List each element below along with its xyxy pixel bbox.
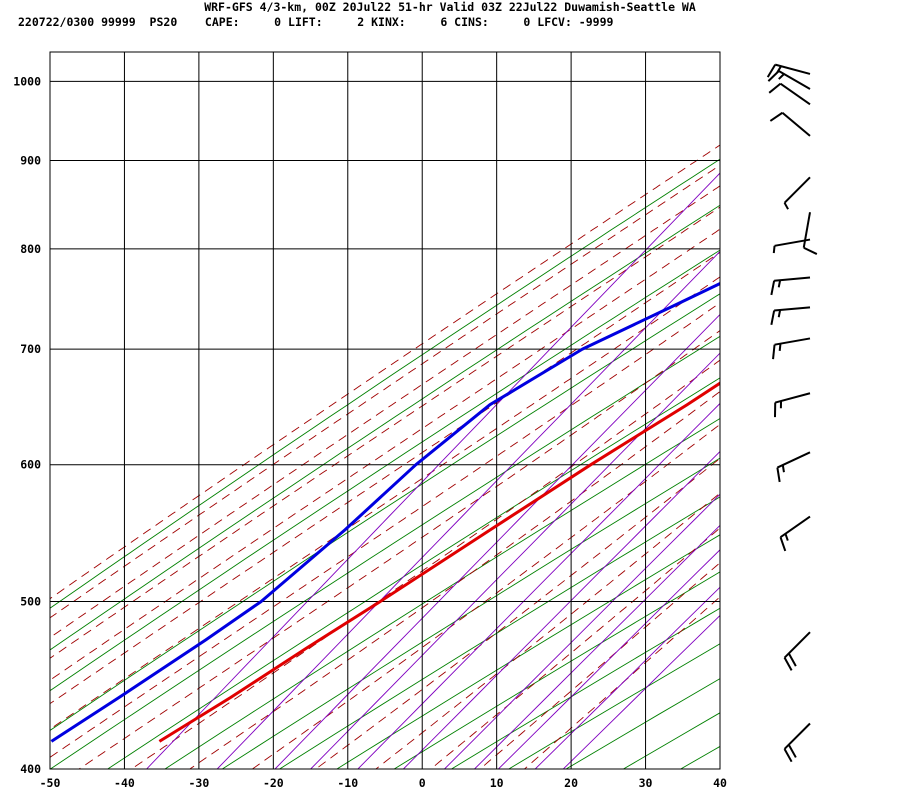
y-tick-500: 500: [20, 595, 41, 609]
wind-barb: [779, 515, 811, 552]
dry-adiabat: [336, 534, 720, 769]
wind-barb: [767, 70, 811, 90]
x-tick-40: 40: [713, 776, 727, 790]
wind-barb: [768, 82, 811, 106]
dry-adiabat: [50, 293, 720, 731]
mixing-ratio-line: [534, 586, 720, 769]
y-tick-700: 700: [20, 342, 41, 356]
mixing-ratio-line: [444, 493, 720, 769]
wind-barb: [783, 631, 811, 671]
x-tick--20: -20: [263, 776, 284, 790]
moist-adiabat: [50, 276, 720, 730]
x-tick-30: 30: [639, 776, 653, 790]
background-lines: [50, 52, 900, 769]
moist-adiabat: [78, 330, 720, 769]
moist-adiabat: [50, 185, 720, 639]
moist-adiabat: [50, 228, 720, 681]
stability-indices-line: 220722/0300 99999 PS20 CAPE: 0 LIFT: 2 K…: [18, 15, 614, 29]
profiles: [50, 281, 720, 743]
moist-adiabat: [50, 144, 720, 600]
temperature-profile: [158, 381, 720, 743]
chart-title: WRF-GFS 4/3-km, 00Z 20Jul22 51-hr Valid …: [204, 0, 696, 14]
x-tick--30: -30: [188, 776, 209, 790]
axis-ticks: 400 500 600 700 800 900 1000 -50 -40 -30 -20 -10 0 10…: [13, 74, 727, 790]
mixing-ratio-line: [474, 524, 720, 769]
dewpoint-profile: [50, 281, 720, 743]
x-tick--40: -40: [114, 776, 135, 790]
x-tick--50: -50: [40, 776, 61, 790]
dry-adiabat: [50, 204, 720, 651]
wind-barb: [773, 392, 811, 418]
dry-adiabat: [107, 377, 720, 769]
mixing-ratio-line: [310, 352, 720, 769]
moist-adiabat: [50, 251, 720, 705]
moist-adiabat: [252, 423, 720, 769]
wind-barb: [772, 337, 811, 360]
moist-adiabat: [50, 164, 720, 619]
y-tick-1000: 1000: [13, 74, 41, 88]
y-tick-900: 900: [20, 153, 41, 167]
mixing-ratio-line: [498, 549, 720, 769]
moist-adiabat: [50, 302, 720, 758]
mixing-ratio-line: [562, 614, 720, 769]
dry-adiabat: [853, 52, 900, 769]
dry-adiabat: [508, 643, 720, 769]
grid-lines: [49, 52, 721, 770]
moist-adiabat: [375, 492, 720, 769]
mixing-ratio-line: [274, 313, 720, 769]
y-tick-600: 600: [20, 458, 41, 472]
wind-barb: [770, 306, 811, 325]
moist-adiabat: [430, 527, 720, 769]
plot-frame: [49, 51, 721, 770]
wind-barb: [783, 176, 811, 210]
mixing-ratio-line: [403, 450, 720, 769]
wind-barb: [770, 276, 811, 296]
wind-barb: [783, 722, 811, 763]
mixing-ratio-line: [216, 250, 720, 769]
wind-barbs: [766, 63, 818, 763]
dry-adiabat: [50, 249, 720, 692]
x-tick--10: -10: [337, 776, 358, 790]
wind-barb: [802, 212, 818, 255]
moist-adiabat: [50, 206, 720, 659]
dry-adiabat: [50, 158, 720, 609]
dry-adiabat: [795, 52, 900, 769]
dry-adiabat: [393, 571, 720, 769]
dry-adiabat: [222, 457, 720, 769]
y-tick-400: 400: [20, 762, 41, 776]
y-tick-800: 800: [20, 242, 41, 256]
moist-adiabat: [524, 596, 720, 769]
wind-barb: [772, 238, 811, 254]
dry-adiabat: [738, 52, 900, 769]
dry-adiabat: [50, 335, 720, 769]
dry-adiabat: [164, 417, 720, 769]
moist-adiabat: [131, 359, 720, 769]
mixing-ratio-line: [146, 172, 720, 769]
dry-adiabat: [279, 496, 720, 769]
mixing-ratio-line: [357, 402, 720, 769]
x-tick-0: 0: [419, 776, 426, 790]
x-tick-10: 10: [490, 776, 504, 790]
moist-adiabat: [315, 457, 720, 769]
wind-barb: [776, 451, 811, 483]
dry-adiabat: [623, 712, 720, 769]
x-tick-20: 20: [564, 776, 578, 790]
dry-adiabat: [565, 678, 720, 769]
wind-barb: [769, 111, 811, 137]
